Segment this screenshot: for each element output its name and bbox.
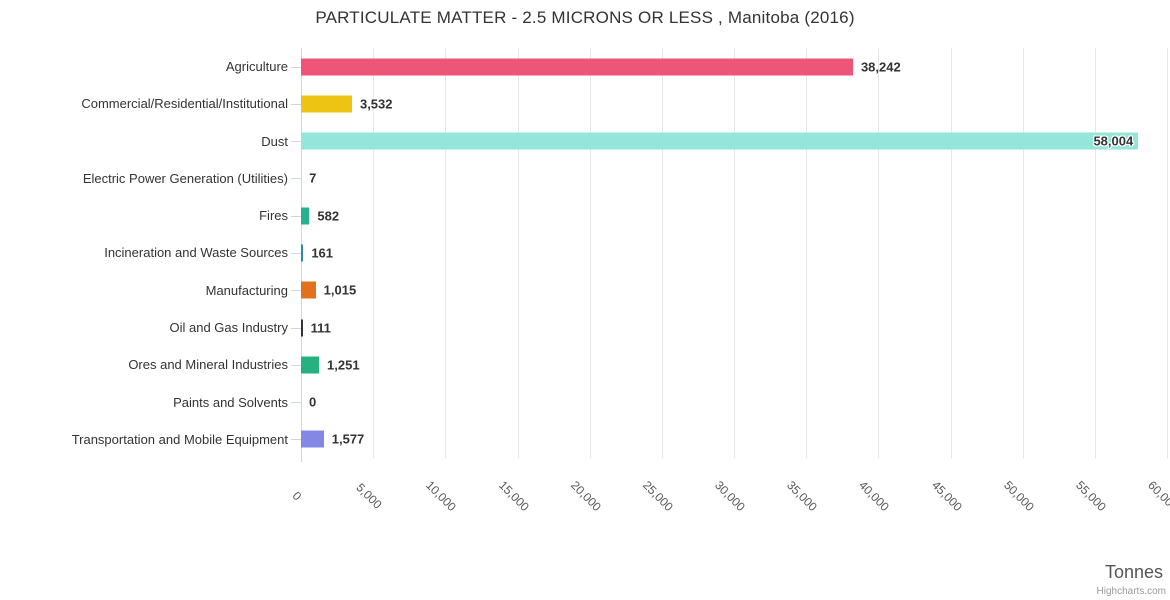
bar-row: Dust 58,004: [0, 123, 1170, 160]
x-tick-label: 40,000: [856, 478, 893, 514]
category-label: Ores and Mineral Industries: [128, 357, 288, 373]
category-label: Agriculture: [225, 59, 288, 75]
bar-agriculture[interactable]: [301, 58, 853, 76]
category-label: Paints and Solvents: [173, 394, 288, 410]
value-label: 3,532: [359, 96, 393, 112]
category-tick: [291, 402, 301, 404]
gridline: [950, 48, 952, 458]
bar-ores-and-mineral-industries[interactable]: [301, 356, 320, 374]
highcharts-credits-link[interactable]: Highcharts.com: [1096, 586, 1166, 597]
x-tick-label: 25,000: [639, 478, 676, 514]
category-label: Manufacturing: [205, 282, 288, 298]
gridline: [1022, 48, 1024, 458]
bar-row: Ores and Mineral Industries 1,251: [0, 346, 1170, 383]
bar-fires[interactable]: [301, 207, 310, 225]
gridline: [589, 48, 591, 458]
bar-manufacturing[interactable]: [301, 281, 316, 299]
bar-row: Agriculture 38,242: [0, 48, 1170, 85]
category-tick: [291, 178, 301, 180]
value-label: 1,015: [323, 282, 357, 298]
x-tick-label: 0: [289, 488, 305, 504]
category-label: Dust: [261, 133, 288, 149]
chart-title: PARTICULATE MATTER - 2.5 MICRONS OR LESS…: [315, 8, 855, 27]
x-tick-label: 30,000: [712, 478, 748, 514]
bar-row: Oil and Gas Industry 111: [0, 309, 1170, 346]
category-label: Fires: [259, 208, 288, 224]
x-tick-label: 45,000: [928, 478, 965, 514]
category-tick: [291, 252, 301, 254]
gridline: [373, 48, 375, 458]
bar-dust[interactable]: [301, 132, 1139, 150]
gridline: [806, 48, 808, 458]
category-tick: [291, 103, 301, 105]
gridline: [1094, 48, 1096, 458]
bar-row: Incineration and Waste Sources 161: [0, 234, 1170, 271]
value-label: 161: [311, 245, 334, 261]
bar-row: Manufacturing 1,015: [0, 272, 1170, 309]
category-tick: [291, 327, 301, 329]
category-tick: [291, 364, 301, 366]
x-tick-label: 15,000: [495, 478, 532, 514]
x-tick-label: 50,000: [1000, 478, 1037, 514]
value-label: 1,577: [331, 431, 365, 447]
bar-row: Commercial/Residential/Institutional 3,53…: [0, 85, 1170, 122]
xaxis-title: Tonnes: [1104, 562, 1163, 582]
value-label: 111: [310, 320, 331, 336]
bar-row: Transportation and Mobile Equipment 1,577: [0, 421, 1170, 458]
category-label: Incineration and Waste Sources: [104, 245, 288, 261]
category-tick: [291, 66, 301, 68]
x-tick-label: 55,000: [1072, 478, 1109, 514]
gridline: [445, 48, 447, 458]
category-label: Electric Power Generation (Utilities): [82, 170, 288, 186]
gridline: [517, 48, 519, 458]
x-tick-label: 60,000: [1145, 478, 1170, 514]
category-label: Transportation and Mobile Equipment: [71, 431, 288, 447]
x-tick-label: 5,000: [353, 480, 385, 512]
value-label: 1,251: [327, 357, 360, 373]
gridline: [661, 48, 663, 458]
gridline: [1167, 48, 1168, 458]
bar-row: Fires 582: [0, 197, 1170, 234]
value-label: 7: [309, 170, 317, 186]
value-label: 38,242: [860, 59, 901, 75]
category-tick: [291, 439, 301, 441]
gridline: [878, 48, 880, 458]
category-label: Oil and Gas Industry: [169, 320, 289, 336]
x-tick-label: 35,000: [784, 478, 821, 514]
bar-row: Paints and Solvents 0: [0, 383, 1170, 420]
bar-transportation-and-mobile-equipment[interactable]: [301, 430, 324, 448]
category-tick: [291, 215, 301, 217]
bar-incineration-and-waste-sources[interactable]: [301, 244, 304, 262]
gridline: [734, 48, 735, 458]
value-label: 0: [309, 394, 317, 410]
bar-row: Electric Power Generation (Utilities) 7: [0, 160, 1170, 197]
category-tick: [291, 141, 301, 143]
bar-oil-and-gas-industry[interactable]: [301, 319, 303, 337]
category-tick: [291, 290, 301, 292]
x-tick-label: 20,000: [567, 478, 604, 514]
x-tick-label: 10,000: [423, 478, 460, 514]
category-label: Commercial/Residential/Institutional: [81, 96, 288, 112]
value-label: 582: [317, 208, 340, 224]
bar-commercial-residential-institutional[interactable]: [301, 95, 352, 113]
value-label: 58,004: [1093, 133, 1134, 149]
